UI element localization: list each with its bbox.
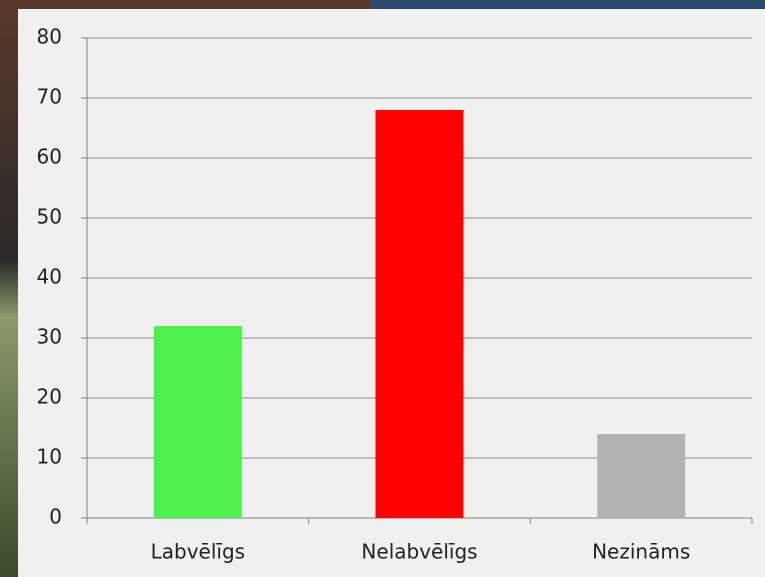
bar [375,110,464,518]
y-tick-label: 10 [37,445,62,469]
y-tick-label: 50 [37,205,62,229]
y-tick-label: 30 [37,325,62,349]
x-tick-label: Nezināms [592,540,690,564]
y-tick-label: 80 [37,25,62,49]
x-tick-label: Labvēlīgs [151,540,245,564]
x-tick-label: Nelabvēlīgs [361,540,477,564]
y-tick-label: 60 [37,145,62,169]
bar [153,326,242,518]
y-tick-label: 0 [49,505,62,529]
background-photo [370,0,765,10]
y-tick-label: 40 [37,265,62,289]
bar [597,434,686,518]
plot-area: 0 10 20 30 40 50 60 70 80 Labvēlīgs Nelabvēlīgs Nez… [37,25,753,564]
y-tick-label: 20 [37,385,62,409]
y-tick-label: 70 [37,85,62,109]
